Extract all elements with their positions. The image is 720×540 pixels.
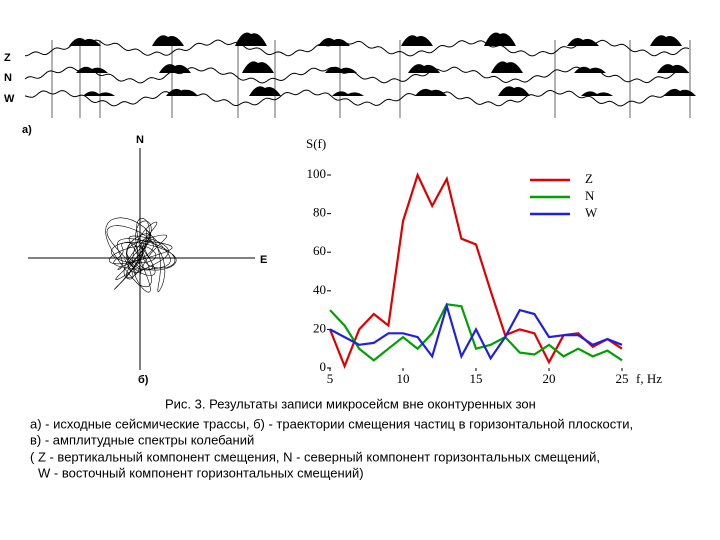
y-tick-label: 60 — [313, 243, 326, 258]
trace-burst — [650, 35, 682, 46]
panel-label: а) — [22, 124, 32, 136]
trace — [24, 66, 690, 84]
series-line — [329, 303, 623, 362]
trace-burst — [415, 88, 447, 96]
trace-burst — [325, 66, 357, 73]
x-tick-label: 20 — [543, 371, 556, 386]
x-axis-label: f, Hz — [636, 371, 662, 386]
caption-line: W - восточный компонент горизонтальных с… — [38, 465, 364, 480]
trace-burst — [166, 88, 198, 96]
x-tick-label: 5 — [327, 371, 334, 386]
trace-burst — [581, 91, 613, 96]
trace-burst — [76, 66, 108, 73]
trace-burst — [567, 38, 599, 46]
seismic-traces — [24, 32, 696, 118]
trace-burst — [574, 66, 606, 73]
y-tick-label: 100 — [307, 166, 327, 181]
trace-burst — [664, 88, 696, 96]
trace-label: W — [4, 93, 15, 105]
series-line — [329, 302, 623, 361]
spectrum-plot: 0 20 40 60 80 100 5 10 15 20 25 ZNW — [307, 166, 629, 386]
trace-burst — [235, 32, 267, 46]
y-tick-label: 80 — [313, 205, 326, 220]
legend-label: N — [585, 188, 595, 203]
north-label: N — [136, 134, 144, 146]
particle-trajectory — [105, 217, 177, 293]
trace-burst — [498, 86, 530, 96]
trace-burst — [242, 61, 274, 73]
y-tick-label: 40 — [313, 282, 326, 297]
x-tick-label: 25 — [616, 371, 629, 386]
trace-burst — [83, 91, 115, 96]
caption-line: в) - амплитудные спектры колебаний — [30, 432, 254, 447]
x-tick-label: 15 — [470, 371, 483, 386]
trace-burst — [332, 91, 364, 96]
trace-burst — [401, 35, 433, 46]
east-label: E — [260, 254, 267, 266]
trace-burst — [152, 35, 184, 46]
trace-burst — [159, 64, 191, 73]
trace-label: N — [4, 72, 12, 84]
trace-burst — [408, 64, 440, 73]
trace-burst — [249, 86, 281, 96]
trace-burst — [491, 61, 523, 73]
caption-title: Рис. 3. Результаты записи микросейсм вне… — [165, 396, 536, 411]
x-tick-label: 10 — [397, 371, 410, 386]
y-tick-label: 20 — [313, 320, 326, 335]
legend-label: W — [585, 205, 598, 220]
caption-line: ( Z - вертикальный компонент смещения, N… — [30, 449, 600, 464]
trace — [24, 89, 690, 107]
trace-burst — [657, 64, 689, 73]
trace-burst — [484, 32, 516, 46]
trace-label: Z — [4, 52, 11, 64]
caption-line: а) - исходные сейсмические трассы, б) - … — [30, 416, 633, 431]
hodogram — [105, 217, 177, 293]
y-axis-label: S(f) — [306, 136, 326, 151]
trace-burst — [318, 38, 350, 46]
series-line — [328, 171, 623, 370]
trace-burst — [69, 38, 101, 46]
y-tick-label: 0 — [320, 359, 327, 374]
legend-label: Z — [585, 171, 593, 186]
panel-label: б) — [138, 374, 149, 386]
